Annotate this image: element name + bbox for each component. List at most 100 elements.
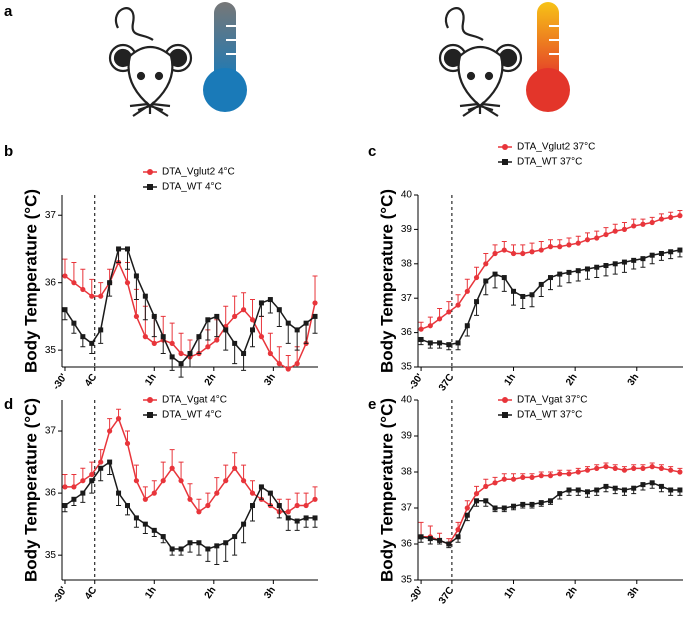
legend-label: DTA_Vglut2 37°C	[517, 142, 595, 153]
data-point	[455, 340, 461, 346]
x-tick-label: -30'	[407, 585, 426, 605]
error-bar	[71, 261, 77, 283]
data-point	[71, 320, 77, 326]
data-point	[285, 320, 291, 326]
x-tick-label: 1h	[502, 372, 518, 388]
data-point	[473, 274, 480, 281]
data-point	[71, 484, 77, 490]
data-point	[267, 297, 273, 303]
data-point	[566, 242, 572, 248]
error-bar	[232, 536, 238, 556]
legend-label: DTA_WT 4°C	[162, 182, 222, 193]
data-point	[133, 515, 139, 521]
data-point	[501, 476, 507, 482]
panel-label: b	[4, 143, 13, 160]
data-point	[124, 280, 131, 286]
data-point	[160, 534, 166, 540]
data-point	[285, 515, 291, 521]
error-bar	[223, 329, 229, 351]
data-point	[169, 546, 175, 552]
data-point	[80, 490, 86, 496]
data-point	[529, 474, 535, 480]
data-point	[649, 480, 655, 486]
data-point	[258, 484, 264, 490]
data-point	[547, 244, 554, 250]
error-bar	[62, 258, 68, 276]
data-point	[668, 467, 674, 473]
data-point	[437, 340, 443, 346]
panel-label: d	[4, 396, 13, 413]
y-tick-label: 37	[401, 503, 413, 514]
data-point	[62, 273, 68, 279]
data-point	[621, 467, 628, 473]
data-point	[631, 223, 637, 229]
data-point	[658, 465, 665, 471]
error-bar	[205, 319, 211, 341]
error-bar	[303, 323, 309, 344]
data-point	[473, 491, 480, 497]
y-tick-label: 37	[401, 293, 413, 304]
chart: 35 36 37 -30' 4C 1h 2h 3h Body Temperature (°C) D…	[21, 395, 318, 605]
data-point	[89, 293, 95, 299]
error-bar	[241, 292, 247, 310]
data-point	[276, 307, 282, 313]
data-point	[178, 361, 184, 367]
data-point	[250, 327, 256, 333]
data-point	[612, 261, 618, 267]
data-point	[303, 320, 309, 326]
data-point	[169, 354, 175, 360]
error-bar	[241, 524, 247, 544]
data-point	[223, 478, 229, 484]
error-bar	[276, 309, 282, 328]
data-point	[71, 496, 77, 502]
x-tick-label: 1h	[143, 372, 159, 388]
data-point	[464, 288, 470, 294]
data-point	[668, 249, 674, 255]
error-bar	[89, 278, 95, 297]
x-tick-label: 2h	[203, 585, 219, 601]
data-point	[98, 327, 104, 333]
data-point	[510, 476, 517, 482]
data-point	[557, 491, 563, 497]
data-point	[464, 323, 470, 329]
error-bar	[285, 323, 291, 344]
data-point	[223, 540, 229, 546]
data-point	[566, 487, 572, 493]
data-point	[455, 302, 461, 308]
illustration-hot	[438, 2, 570, 118]
y-tick-label: 37	[45, 210, 57, 221]
data-point	[80, 334, 86, 340]
data-point	[285, 366, 291, 372]
data-point	[98, 465, 104, 471]
legend-label: DTA_Vglut2 4°C	[162, 167, 235, 178]
error-bar	[169, 449, 175, 469]
data-point	[612, 228, 618, 234]
data-point	[501, 505, 507, 511]
error-bar	[151, 316, 157, 338]
error-bar	[223, 542, 229, 562]
data-point	[89, 478, 95, 484]
data-point	[492, 250, 498, 257]
legend-label: DTA_Vgat 37°C	[517, 395, 588, 406]
data-point	[116, 246, 122, 252]
error-bar	[294, 329, 300, 351]
error-bar	[214, 316, 220, 338]
x-tick-label: 37C	[437, 585, 457, 606]
data-point	[241, 521, 247, 527]
y-tick-label: 36	[45, 277, 57, 288]
error-bar	[232, 295, 238, 317]
data-point	[169, 465, 175, 471]
data-point	[107, 428, 113, 434]
data-point	[603, 263, 609, 269]
chart: 35 36 37 38 39 40 -30' 37C 1h 2h 3h Body Temperatur…	[377, 395, 683, 606]
data-point	[115, 416, 122, 422]
error-bar	[312, 316, 318, 334]
data-point	[187, 351, 193, 357]
data-point	[223, 327, 229, 333]
data-point	[621, 487, 627, 493]
data-point	[232, 313, 238, 320]
data-point	[677, 213, 683, 219]
data-point	[303, 515, 309, 521]
data-point	[427, 536, 433, 542]
error-bar	[250, 505, 256, 522]
